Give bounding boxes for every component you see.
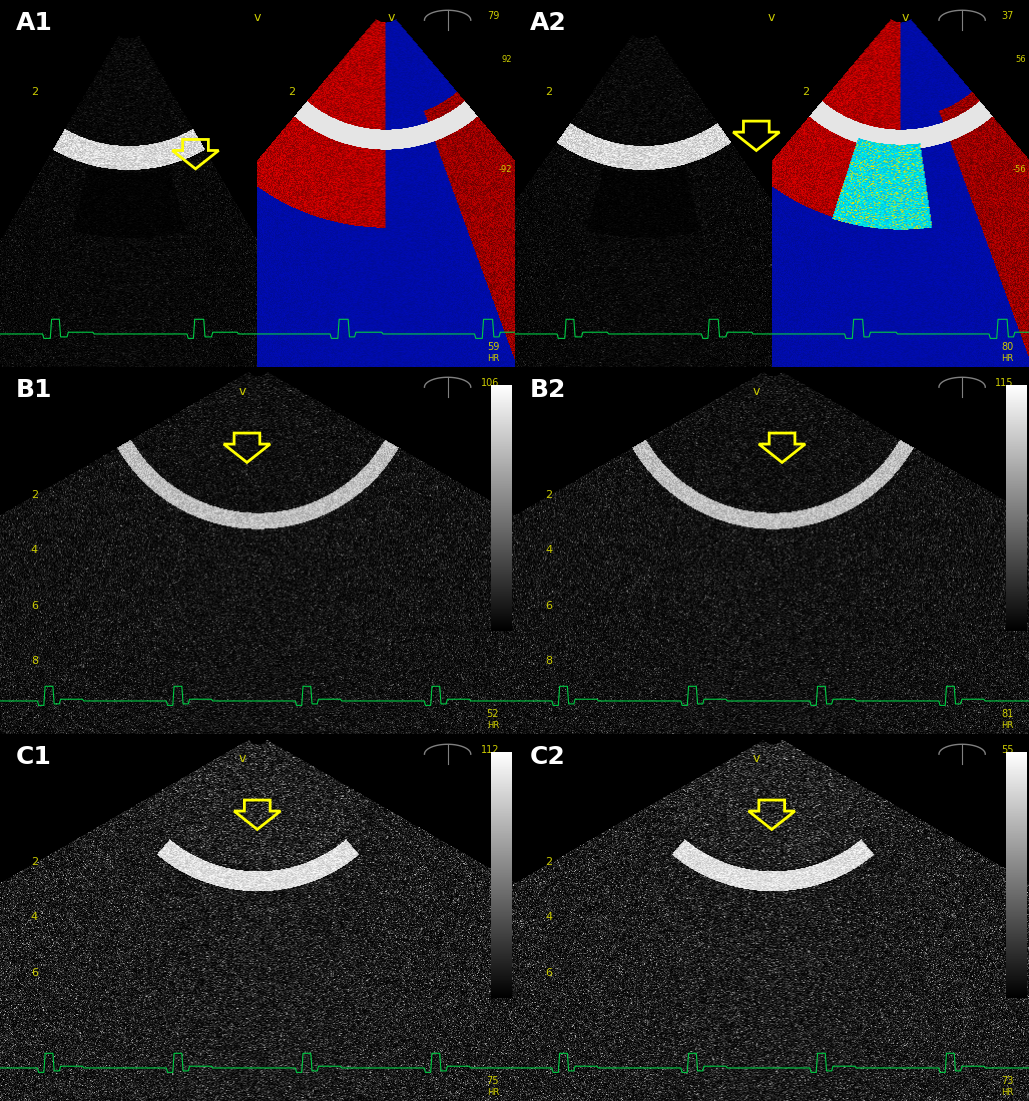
Text: 2: 2 — [31, 490, 38, 501]
Text: v: v — [768, 11, 776, 24]
Text: 59: 59 — [487, 342, 499, 352]
Text: 4: 4 — [31, 545, 38, 556]
Text: HR: HR — [487, 721, 499, 730]
Text: v: v — [387, 11, 395, 24]
Text: 6: 6 — [31, 600, 38, 611]
Text: 92: 92 — [501, 55, 512, 64]
Text: 37: 37 — [1001, 11, 1014, 21]
Text: HR: HR — [1001, 721, 1014, 730]
Text: 75: 75 — [487, 1077, 499, 1087]
Text: 2: 2 — [288, 87, 295, 97]
Text: -92: -92 — [498, 165, 512, 174]
Text: HR: HR — [487, 355, 499, 363]
Text: 2: 2 — [545, 87, 553, 97]
Text: 56: 56 — [1016, 55, 1026, 64]
Text: 73: 73 — [1001, 1077, 1014, 1087]
Text: 80: 80 — [1001, 342, 1014, 352]
Text: A1: A1 — [15, 11, 52, 35]
Text: 2: 2 — [803, 87, 810, 97]
Text: 8: 8 — [545, 655, 553, 666]
Text: 6: 6 — [545, 968, 553, 978]
Text: v: v — [253, 11, 261, 24]
Text: HR: HR — [1001, 1088, 1014, 1098]
Text: 4: 4 — [545, 545, 553, 556]
Text: 4: 4 — [31, 913, 38, 923]
Text: 4: 4 — [545, 913, 553, 923]
Text: 6: 6 — [31, 968, 38, 978]
Text: 6: 6 — [545, 600, 553, 611]
Text: v: v — [752, 752, 760, 765]
Text: HR: HR — [1001, 355, 1014, 363]
Text: v: v — [901, 11, 910, 24]
Text: 8: 8 — [31, 655, 38, 666]
Text: 2: 2 — [545, 490, 553, 501]
Text: 106: 106 — [481, 378, 499, 388]
Text: 112: 112 — [481, 745, 499, 755]
Text: 2: 2 — [545, 858, 553, 868]
Text: C2: C2 — [530, 745, 566, 768]
Text: v: v — [238, 752, 246, 765]
Text: v: v — [238, 385, 246, 399]
Text: B1: B1 — [15, 378, 51, 402]
Text: 55: 55 — [1001, 745, 1014, 755]
Text: 2: 2 — [31, 858, 38, 868]
Text: 115: 115 — [995, 378, 1014, 388]
Text: A2: A2 — [530, 11, 567, 35]
Text: HR: HR — [487, 1088, 499, 1098]
Text: C1: C1 — [15, 745, 51, 768]
Text: B2: B2 — [530, 378, 566, 402]
Text: v: v — [752, 385, 760, 399]
Text: -56: -56 — [1013, 165, 1026, 174]
Text: 79: 79 — [487, 11, 499, 21]
Text: 81: 81 — [1001, 709, 1014, 719]
Text: 52: 52 — [487, 709, 499, 719]
Text: 2: 2 — [31, 87, 38, 97]
